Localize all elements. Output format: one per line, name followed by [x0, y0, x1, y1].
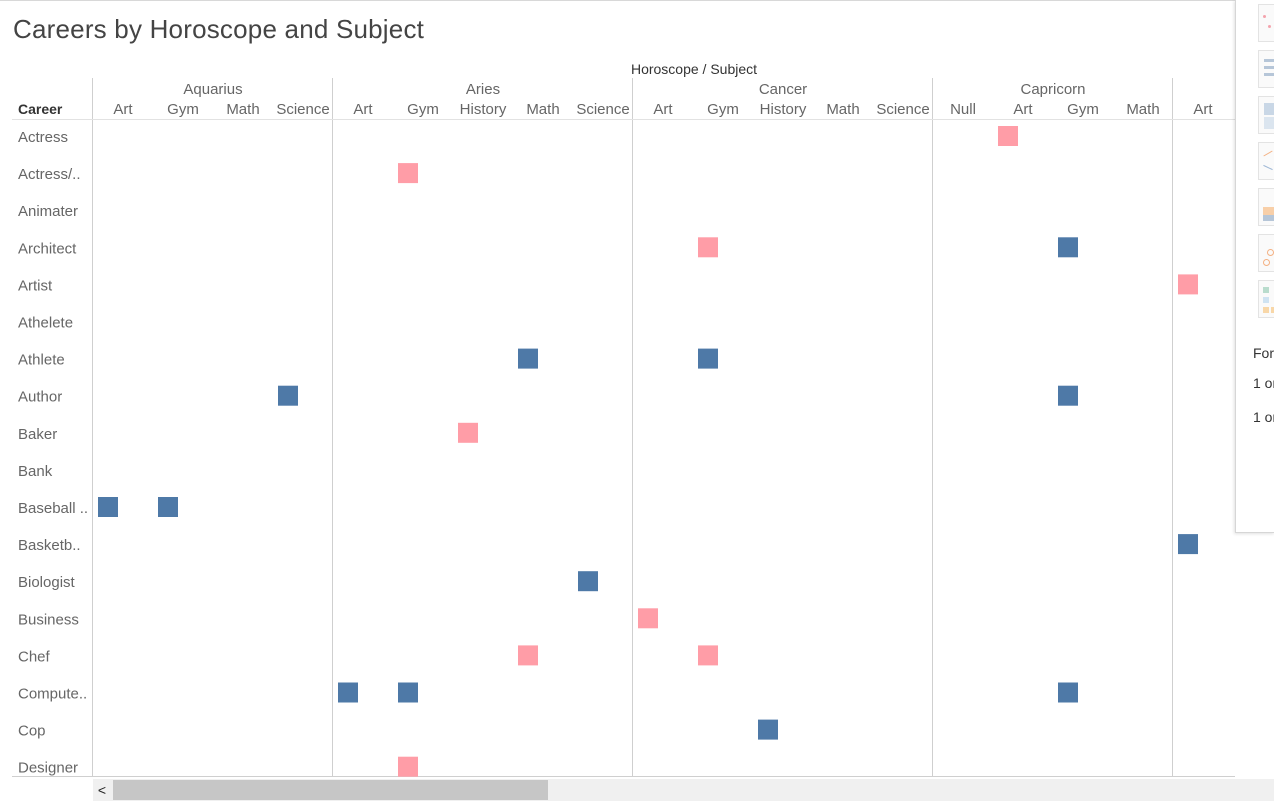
subject-label: Math [826, 101, 859, 118]
heatmap-cell[interactable] [578, 571, 598, 592]
subject-label: Science [576, 101, 629, 118]
side-panel-text: 1 or [1253, 409, 1274, 425]
subject-label: Math [226, 101, 259, 118]
row-label: Athelete [18, 315, 73, 332]
subject-label: Gym [707, 101, 739, 118]
heatmap-cell[interactable] [518, 645, 538, 666]
row-label: Baseball .. [18, 500, 88, 517]
group-label: Capricorn [1020, 81, 1085, 98]
heatmap-cell[interactable] [458, 422, 478, 443]
heatmap-cell[interactable] [1178, 534, 1198, 555]
show-me-panel[interactable]: For 1 or 1 or [1235, 0, 1274, 533]
heatmap-cell[interactable] [398, 163, 418, 184]
row-label: Actress/.. [18, 166, 81, 183]
heatmap-cell[interactable] [1058, 682, 1078, 703]
row-label: Biologist [18, 574, 76, 591]
side-panel-text: 1 or [1253, 375, 1274, 391]
chart-type-thumb-circle[interactable] [1258, 234, 1274, 272]
row-label: Author [18, 389, 62, 406]
heatmap-cell[interactable] [398, 682, 418, 703]
row-label: Actress [18, 129, 68, 146]
subject-label: Math [526, 101, 559, 118]
row-label: Animater [18, 203, 78, 220]
heatmap-cell[interactable] [998, 126, 1018, 146]
subject-label: History [460, 101, 507, 118]
heatmap-cell[interactable] [158, 497, 178, 517]
row-label: Athlete [18, 352, 65, 369]
subject-label: Gym [407, 101, 439, 118]
subject-label: Math [1126, 101, 1159, 118]
chart-type-thumb-text-table[interactable] [1258, 50, 1274, 88]
subject-label: Gym [1067, 101, 1099, 118]
row-label: Basketb.. [18, 537, 81, 554]
subject-label: Art [1013, 101, 1033, 118]
heatmap-cell[interactable] [698, 237, 718, 258]
chart-type-thumb-line[interactable] [1258, 142, 1274, 180]
group-label: Cancer [759, 81, 807, 98]
heatmap-cell[interactable] [1058, 237, 1078, 258]
row-label: Artist [18, 277, 53, 294]
subject-label: Null [950, 101, 976, 118]
side-panel-text: For [1253, 345, 1274, 361]
subject-label: History [760, 101, 807, 118]
heatmap-cell[interactable] [638, 608, 658, 629]
heatmap-cell[interactable] [338, 682, 358, 703]
row-label: Baker [18, 426, 57, 443]
group-label: Aquarius [183, 81, 242, 98]
group-label: Aries [466, 81, 500, 98]
heatmap-cell[interactable] [698, 645, 718, 666]
plot-area: Horoscope / Subject Career Aquarius Art Gym M… [12, 61, 1235, 777]
chart-type-thumb-heatmap[interactable] [1258, 280, 1274, 318]
heatmap-cell[interactable] [518, 348, 538, 369]
subject-label: Art [353, 101, 373, 118]
row-header: Career [18, 101, 63, 117]
heatmap-cell[interactable] [698, 348, 718, 369]
header-title: Horoscope / Subject [631, 61, 757, 77]
scrollbar-thumb[interactable] [113, 780, 548, 800]
heatmap-cell[interactable] [1178, 274, 1198, 295]
page-title: Careers by Horoscope and Subject [13, 14, 425, 44]
subject-label: Science [876, 101, 929, 118]
heatmap-cell[interactable] [758, 719, 778, 740]
subject-label: Gym [167, 101, 199, 118]
row-label: Chef [18, 648, 51, 665]
heatmap-cell[interactable] [398, 756, 418, 777]
subject-label: Art [113, 101, 133, 118]
chart-type-thumb-area[interactable] [1258, 188, 1274, 226]
row-label: Business [18, 611, 79, 628]
row-label: Designer [18, 760, 78, 777]
heatmap-cell[interactable] [98, 497, 118, 517]
row-label: Cop [18, 723, 46, 740]
subject-label: Art [653, 101, 673, 118]
heatmap-cell[interactable] [1058, 385, 1078, 406]
subject-label: Science [276, 101, 329, 118]
chart-type-thumb-highlight-table[interactable] [1258, 96, 1274, 134]
horizontal-scrollbar[interactable]: < [93, 779, 1274, 801]
subject-label: Art [1193, 101, 1213, 118]
row-label: Compute.. [18, 686, 87, 703]
scroll-left-arrow[interactable]: < [97, 782, 107, 798]
heatmap-cell[interactable] [278, 385, 298, 406]
heatmap-chart: Horoscope / Subject Career Aquarius Art Gym M… [12, 61, 1235, 777]
row-label: Architect [18, 240, 77, 257]
chart-type-thumb-scatter[interactable] [1258, 4, 1274, 42]
row-label: Bank [18, 463, 53, 480]
